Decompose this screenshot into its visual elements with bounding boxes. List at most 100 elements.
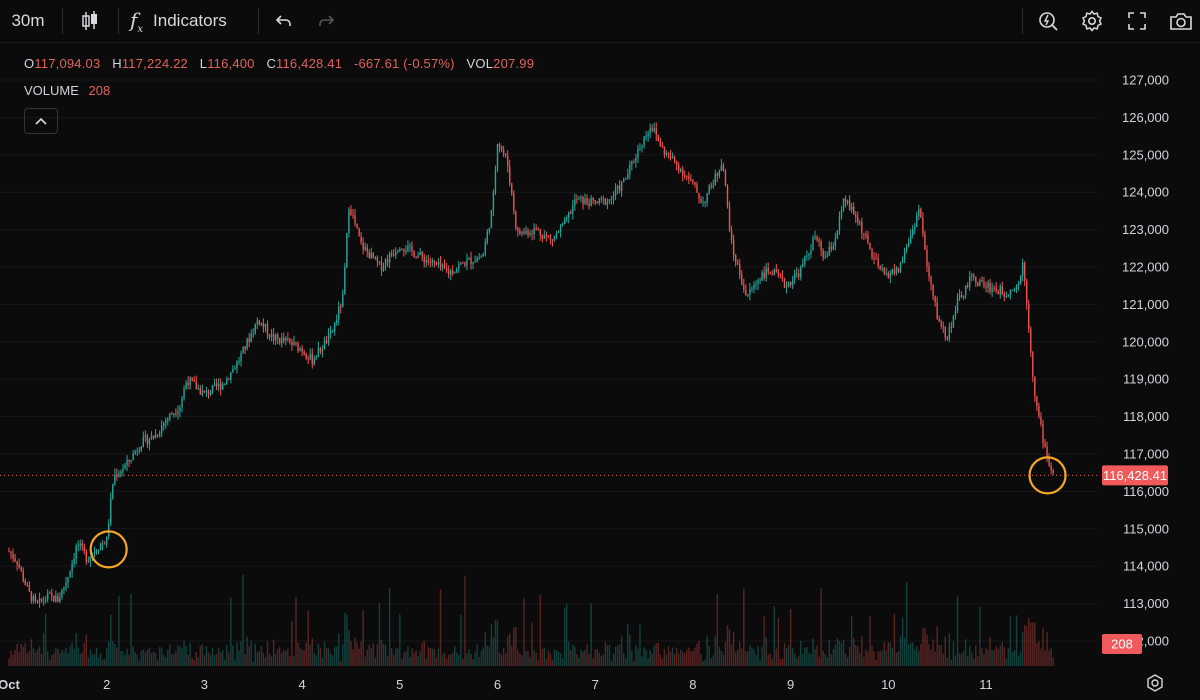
- volume-bar: [492, 637, 495, 666]
- volume-bar: [515, 627, 517, 666]
- candle-body: [669, 154, 672, 158]
- volume-bar: [38, 646, 41, 666]
- collapse-legend-button[interactable]: [24, 108, 58, 134]
- settings-button[interactable]: [1078, 0, 1106, 42]
- volume-bar: [616, 645, 619, 666]
- volume-bar: [950, 659, 953, 666]
- volume-bar: [639, 624, 641, 666]
- candle-body: [594, 200, 596, 203]
- volume-bar: [295, 596, 297, 666]
- candle-body: [120, 471, 122, 474]
- volume-bar: [694, 647, 696, 666]
- volume-bar: [431, 648, 434, 666]
- interval-button[interactable]: 30m: [6, 0, 50, 42]
- gear-outer: [1147, 674, 1163, 692]
- screenshot-button[interactable]: [1166, 0, 1196, 42]
- volume-bar: [219, 652, 222, 666]
- volume-bar: [413, 653, 415, 666]
- candle-body: [10, 551, 12, 554]
- volume-bar: [26, 653, 29, 666]
- candle-body: [903, 250, 906, 261]
- candle-body: [268, 335, 271, 338]
- volume-bar: [566, 603, 568, 666]
- candle-body: [535, 228, 537, 230]
- candle-body: [285, 338, 287, 341]
- redo-button[interactable]: [312, 0, 340, 42]
- volume-bar: [761, 646, 763, 666]
- fullscreen-button[interactable]: [1123, 0, 1151, 42]
- volume-bar: [199, 645, 202, 666]
- candle-body: [460, 262, 462, 265]
- volume-bar: [191, 658, 193, 666]
- volume-bar: [358, 648, 360, 666]
- volume-bar: [779, 659, 782, 666]
- price-axis[interactable]: 127,000 126,000 125,000 124,000 123,000 122,0…: [1122, 73, 1169, 649]
- volume-bar: [539, 595, 541, 666]
- volume-bar: [506, 636, 509, 666]
- highlight-circles: [89, 456, 1067, 569]
- candle-body: [726, 185, 729, 207]
- volume-bar: [228, 652, 230, 666]
- candle-body: [63, 586, 65, 590]
- volume-bar: [1042, 627, 1044, 666]
- candle-body: [87, 560, 90, 562]
- candle-body: [435, 262, 438, 265]
- y-tick-label: 113,000: [1123, 596, 1169, 611]
- volume-indicator-legend[interactable]: VOLUME 208: [24, 83, 110, 98]
- quick-search-button[interactable]: [1034, 0, 1062, 42]
- volume-bar: [934, 651, 936, 666]
- volume-bar: [103, 659, 106, 666]
- candle-body: [885, 272, 887, 274]
- volume-bar: [14, 650, 16, 666]
- volume-bar: [140, 651, 143, 666]
- candle-body: [217, 383, 220, 387]
- candle-body: [490, 210, 493, 229]
- volume-bar: [580, 649, 582, 666]
- candle-body: [20, 567, 22, 571]
- candle-body: [515, 211, 517, 228]
- volume-bar: [1023, 624, 1026, 666]
- volume-bar: [120, 650, 122, 666]
- volume-bar: [732, 631, 735, 666]
- candle-body: [985, 286, 987, 288]
- volume-bar: [311, 638, 313, 666]
- volume-bar: [651, 653, 653, 666]
- volume-bar: [981, 648, 983, 666]
- volume-bar: [8, 658, 10, 666]
- volume-bar: [502, 648, 505, 666]
- indicators-button[interactable]: fx Indicators: [130, 0, 250, 42]
- candle-body: [195, 381, 197, 390]
- candle-body: [814, 236, 816, 239]
- time-axis[interactable]: 30Oct234567891011: [0, 674, 1163, 692]
- volume-bar: [319, 647, 322, 666]
- candle-type-button[interactable]: [74, 0, 106, 42]
- volume-bar: [736, 649, 739, 666]
- candle-body: [918, 208, 920, 216]
- candle-body: [83, 546, 86, 552]
- candle-body: [995, 287, 997, 292]
- volume-bar: [53, 653, 55, 666]
- candle-body: [108, 523, 110, 537]
- volume-bar: [653, 645, 655, 666]
- candle-body: [973, 275, 975, 278]
- volume-bar: [867, 651, 869, 666]
- candle-body: [641, 145, 643, 148]
- candle-body: [77, 545, 79, 547]
- undo-button[interactable]: [270, 0, 298, 42]
- candle-body: [167, 418, 169, 421]
- volume-bar: [362, 610, 364, 666]
- volume-bar: [441, 654, 444, 666]
- volume-bar: [136, 654, 138, 666]
- axis-settings-icon[interactable]: [1147, 674, 1163, 692]
- volume-bar: [28, 650, 31, 666]
- volume-bar: [1030, 622, 1032, 666]
- volume-bar: [692, 650, 694, 666]
- candle-body: [336, 319, 338, 323]
- volume-bar: [891, 647, 894, 666]
- candle-body: [350, 209, 352, 215]
- volume-bar: [549, 653, 552, 666]
- candle-body: [26, 584, 29, 586]
- volume-bar: [480, 651, 482, 666]
- candle-body: [804, 256, 806, 265]
